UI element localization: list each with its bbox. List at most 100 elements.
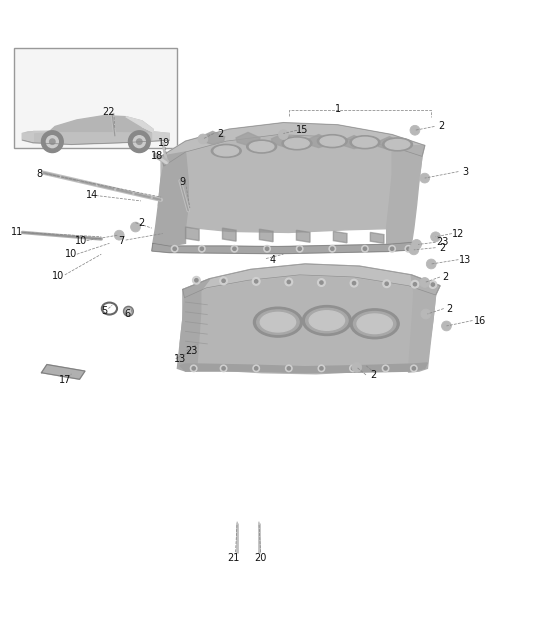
Ellipse shape — [383, 138, 413, 151]
Text: 10: 10 — [52, 271, 64, 281]
Text: 15: 15 — [296, 125, 308, 135]
Text: 3: 3 — [462, 166, 469, 176]
Polygon shape — [342, 136, 366, 149]
Text: 19: 19 — [158, 138, 170, 148]
Circle shape — [407, 247, 410, 251]
Circle shape — [255, 367, 258, 370]
Polygon shape — [153, 152, 188, 246]
Circle shape — [253, 365, 259, 372]
Text: 9: 9 — [180, 178, 186, 187]
Circle shape — [200, 247, 203, 251]
Polygon shape — [378, 137, 401, 149]
Circle shape — [352, 362, 362, 372]
Ellipse shape — [320, 136, 344, 146]
Circle shape — [192, 276, 200, 284]
Polygon shape — [142, 126, 169, 141]
Polygon shape — [271, 134, 295, 146]
Text: 2: 2 — [438, 121, 444, 131]
Circle shape — [426, 259, 436, 269]
Circle shape — [220, 365, 227, 372]
Circle shape — [41, 131, 63, 153]
Circle shape — [298, 247, 301, 251]
Circle shape — [420, 278, 429, 288]
Ellipse shape — [306, 308, 348, 333]
Circle shape — [171, 246, 178, 252]
Circle shape — [411, 281, 419, 288]
Text: 23: 23 — [436, 237, 449, 247]
Text: 2: 2 — [370, 370, 376, 380]
Polygon shape — [296, 230, 310, 242]
Circle shape — [198, 134, 208, 144]
Ellipse shape — [350, 309, 399, 338]
Polygon shape — [180, 264, 440, 374]
Circle shape — [420, 173, 429, 183]
Circle shape — [46, 136, 58, 148]
Bar — [14, 48, 177, 148]
Polygon shape — [50, 116, 153, 132]
Polygon shape — [177, 279, 210, 371]
Circle shape — [320, 367, 323, 370]
Text: 20: 20 — [255, 553, 267, 563]
Polygon shape — [371, 232, 384, 243]
Text: 12: 12 — [452, 229, 464, 239]
Ellipse shape — [124, 306, 134, 316]
Polygon shape — [152, 242, 414, 254]
Ellipse shape — [309, 311, 344, 330]
Polygon shape — [183, 264, 440, 298]
Ellipse shape — [385, 139, 410, 149]
Polygon shape — [161, 122, 425, 166]
Polygon shape — [126, 117, 153, 132]
Circle shape — [198, 246, 205, 252]
Text: 10: 10 — [75, 236, 87, 246]
Ellipse shape — [350, 136, 380, 149]
Circle shape — [192, 367, 195, 370]
Text: 16: 16 — [474, 315, 486, 325]
Circle shape — [231, 246, 238, 252]
Polygon shape — [334, 231, 347, 243]
Circle shape — [383, 280, 390, 288]
Text: 17: 17 — [59, 376, 71, 386]
Text: 2: 2 — [138, 218, 144, 228]
Ellipse shape — [261, 312, 295, 332]
Text: 7: 7 — [118, 236, 124, 246]
Text: 1: 1 — [335, 104, 341, 114]
Circle shape — [412, 367, 415, 370]
Text: 2: 2 — [218, 129, 224, 139]
Text: 14: 14 — [86, 190, 98, 200]
Polygon shape — [22, 131, 169, 144]
Circle shape — [389, 246, 395, 252]
Text: 13: 13 — [459, 254, 471, 264]
Ellipse shape — [126, 308, 131, 314]
Polygon shape — [259, 229, 273, 242]
Circle shape — [222, 279, 225, 283]
Text: 2: 2 — [439, 242, 445, 252]
Circle shape — [190, 365, 197, 372]
Ellipse shape — [250, 142, 274, 151]
Polygon shape — [201, 131, 225, 144]
Ellipse shape — [214, 146, 239, 156]
Circle shape — [222, 367, 225, 370]
Circle shape — [195, 279, 198, 282]
Circle shape — [329, 246, 336, 252]
Polygon shape — [236, 133, 260, 146]
Circle shape — [350, 279, 358, 287]
Circle shape — [318, 365, 325, 372]
Circle shape — [252, 278, 260, 285]
Text: 5: 5 — [101, 306, 107, 316]
Text: 10: 10 — [65, 249, 77, 259]
Text: 2: 2 — [446, 303, 452, 313]
Circle shape — [265, 247, 269, 251]
Circle shape — [441, 321, 451, 331]
Circle shape — [286, 365, 292, 372]
Ellipse shape — [211, 144, 241, 158]
Polygon shape — [22, 131, 50, 143]
Circle shape — [220, 277, 227, 284]
Circle shape — [364, 247, 367, 251]
Polygon shape — [307, 134, 331, 148]
Circle shape — [331, 247, 334, 251]
Circle shape — [50, 139, 55, 144]
Ellipse shape — [284, 138, 309, 148]
Polygon shape — [185, 227, 199, 241]
Circle shape — [320, 281, 323, 284]
Polygon shape — [41, 365, 85, 379]
